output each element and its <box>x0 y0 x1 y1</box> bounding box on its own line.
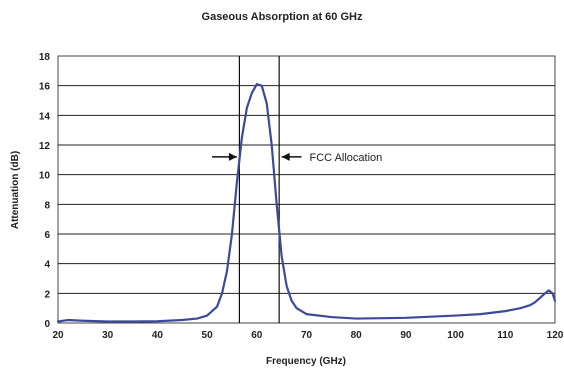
fcc-band-markers <box>238 56 280 323</box>
y-tick-label: 10 <box>39 171 51 182</box>
y-tick-label: 12 <box>39 141 51 152</box>
fcc-left-arrow-head <box>228 152 237 161</box>
y-tick-label: 6 <box>44 230 50 241</box>
x-tick-label: 70 <box>301 330 313 341</box>
x-tick-label: 80 <box>351 330 363 341</box>
y-tick-labels: 0 2 4 6 8 10 12 14 16 18 <box>39 52 51 330</box>
y-tick-label: 8 <box>44 200 50 211</box>
x-axis-title: Frequency (GHz) <box>266 356 346 367</box>
x-tick-label: 110 <box>497 330 514 341</box>
x-tick-label: 60 <box>251 330 263 341</box>
x-tick-label: 100 <box>447 330 464 341</box>
y-tick-label: 2 <box>44 289 50 300</box>
attenuation-series-line <box>56 83 557 323</box>
fcc-right-arrow-head <box>281 152 290 161</box>
x-tick-label: 50 <box>202 330 214 341</box>
fcc-annotation: FCC Allocation <box>212 152 382 164</box>
x-tick-label: 40 <box>152 330 164 341</box>
grid-lines <box>58 85 555 294</box>
x-tick-label: 30 <box>102 330 114 341</box>
x-tick-label: 20 <box>52 330 64 341</box>
chart-title: Gaseous Absorption at 60 GHz <box>202 11 363 23</box>
fcc-allocation-label: FCC Allocation <box>310 152 383 164</box>
x-tick-labels: 20 30 40 50 60 70 80 90 100 110 120 <box>52 330 563 341</box>
plot-frame <box>57 55 556 324</box>
y-tick-label: 0 <box>44 319 50 330</box>
y-tick-label: 16 <box>39 82 51 93</box>
y-tick-label: 18 <box>39 52 51 63</box>
y-axis-title: Attenuation (dB) <box>10 151 21 229</box>
x-tick-label: 120 <box>547 330 564 341</box>
y-tick-label: 14 <box>39 111 51 122</box>
y-tick-label: 4 <box>44 260 50 271</box>
x-tick-label: 90 <box>400 330 412 341</box>
